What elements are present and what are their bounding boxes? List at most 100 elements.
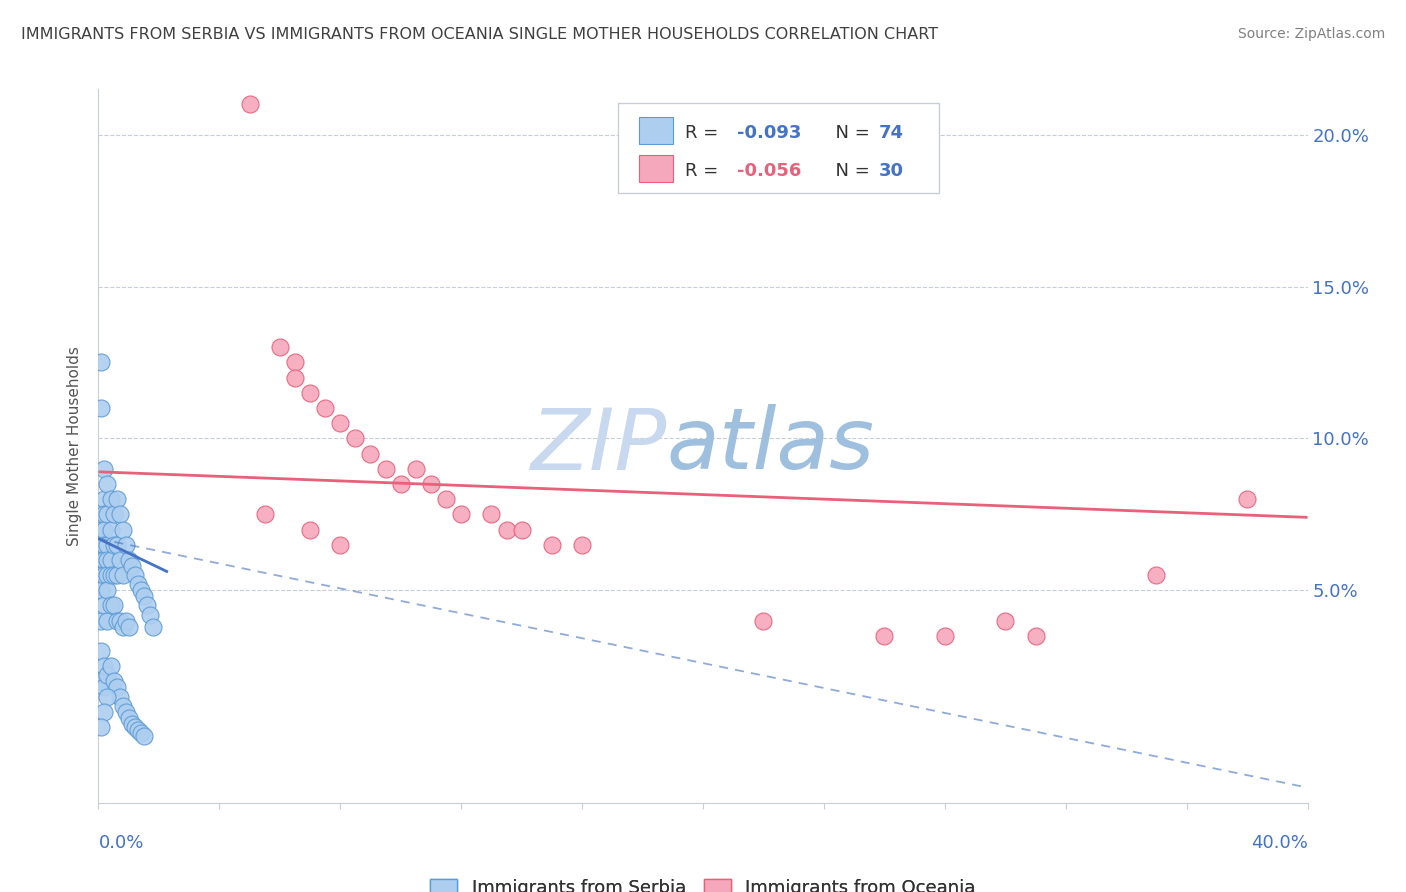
Point	[103, 538, 125, 552]
Text: 74: 74	[879, 124, 903, 143]
Text: Source: ZipAtlas.com: Source: ZipAtlas.com	[1237, 27, 1385, 41]
Point	[90, 568, 112, 582]
Point	[1236, 492, 1258, 507]
Point	[1024, 629, 1046, 643]
Point	[105, 538, 128, 552]
Point	[90, 614, 112, 628]
Point	[93, 568, 115, 582]
Point	[103, 599, 125, 613]
Point	[934, 629, 956, 643]
Point	[96, 583, 118, 598]
Text: 40.0%: 40.0%	[1251, 834, 1308, 852]
Point	[111, 698, 134, 713]
Point	[129, 726, 152, 740]
Text: 0.0%: 0.0%	[98, 834, 143, 852]
Text: atlas: atlas	[666, 404, 875, 488]
Point	[420, 477, 443, 491]
Point	[329, 416, 352, 430]
Point	[118, 620, 141, 634]
Point	[495, 523, 517, 537]
Point	[127, 577, 149, 591]
Point	[108, 508, 131, 522]
Point	[90, 355, 112, 369]
Point	[389, 477, 412, 491]
Point	[103, 568, 125, 582]
Point	[111, 620, 134, 634]
Text: 30: 30	[879, 162, 903, 180]
Text: IMMIGRANTS FROM SERBIA VS IMMIGRANTS FROM OCEANIA SINGLE MOTHER HOUSEHOLDS CORRE: IMMIGRANTS FROM SERBIA VS IMMIGRANTS FRO…	[21, 27, 938, 42]
Point	[90, 583, 112, 598]
Text: N =: N =	[824, 162, 876, 180]
Point	[284, 370, 307, 384]
Point	[299, 523, 322, 537]
Point	[142, 620, 165, 634]
Point	[96, 690, 118, 704]
Point	[510, 523, 533, 537]
Point	[100, 553, 122, 567]
Legend: Immigrants from Serbia, Immigrants from Oceania: Immigrants from Serbia, Immigrants from …	[423, 872, 983, 892]
Text: ZIP: ZIP	[530, 404, 666, 488]
Point	[93, 659, 115, 673]
Point	[100, 492, 122, 507]
Point	[127, 723, 149, 737]
Point	[118, 711, 141, 725]
Point	[100, 568, 122, 582]
Point	[93, 553, 115, 567]
Point	[90, 538, 112, 552]
Point	[571, 538, 593, 552]
Point	[269, 340, 291, 354]
Point	[96, 477, 118, 491]
Point	[100, 523, 122, 537]
Point	[105, 614, 128, 628]
Point	[96, 614, 118, 628]
Point	[90, 553, 112, 567]
Point	[121, 558, 143, 573]
Point	[96, 553, 118, 567]
Point	[434, 492, 457, 507]
Point	[114, 705, 136, 719]
Point	[90, 720, 112, 734]
Point	[105, 492, 128, 507]
Point	[96, 538, 118, 552]
Point	[111, 568, 134, 582]
Point	[90, 523, 112, 537]
Point	[540, 538, 562, 552]
Point	[284, 355, 307, 369]
Point	[93, 705, 115, 719]
Point	[105, 568, 128, 582]
Point	[132, 729, 155, 743]
Y-axis label: Single Mother Households: Single Mother Households	[67, 346, 83, 546]
Point	[93, 508, 115, 522]
Point	[111, 523, 134, 537]
Point	[139, 607, 162, 622]
Point	[103, 674, 125, 689]
Point	[873, 629, 896, 643]
FancyBboxPatch shape	[619, 103, 939, 193]
Point	[90, 674, 112, 689]
Point	[253, 508, 276, 522]
Point	[96, 508, 118, 522]
Point	[108, 614, 131, 628]
Point	[93, 492, 115, 507]
Point	[100, 599, 122, 613]
Point	[93, 462, 115, 476]
Text: -0.056: -0.056	[737, 162, 801, 180]
Point	[374, 462, 396, 476]
Point	[118, 553, 141, 567]
Point	[124, 568, 146, 582]
Point	[93, 538, 115, 552]
Point	[360, 447, 382, 461]
Text: N =: N =	[824, 124, 876, 143]
Point	[121, 716, 143, 731]
Point	[93, 599, 115, 613]
Point	[114, 614, 136, 628]
Point	[405, 462, 427, 476]
Point	[299, 385, 322, 400]
Point	[329, 538, 352, 552]
Point	[90, 644, 112, 658]
Point	[132, 590, 155, 604]
Point	[314, 401, 336, 415]
Point	[450, 508, 472, 522]
Point	[108, 690, 131, 704]
Point	[96, 568, 118, 582]
